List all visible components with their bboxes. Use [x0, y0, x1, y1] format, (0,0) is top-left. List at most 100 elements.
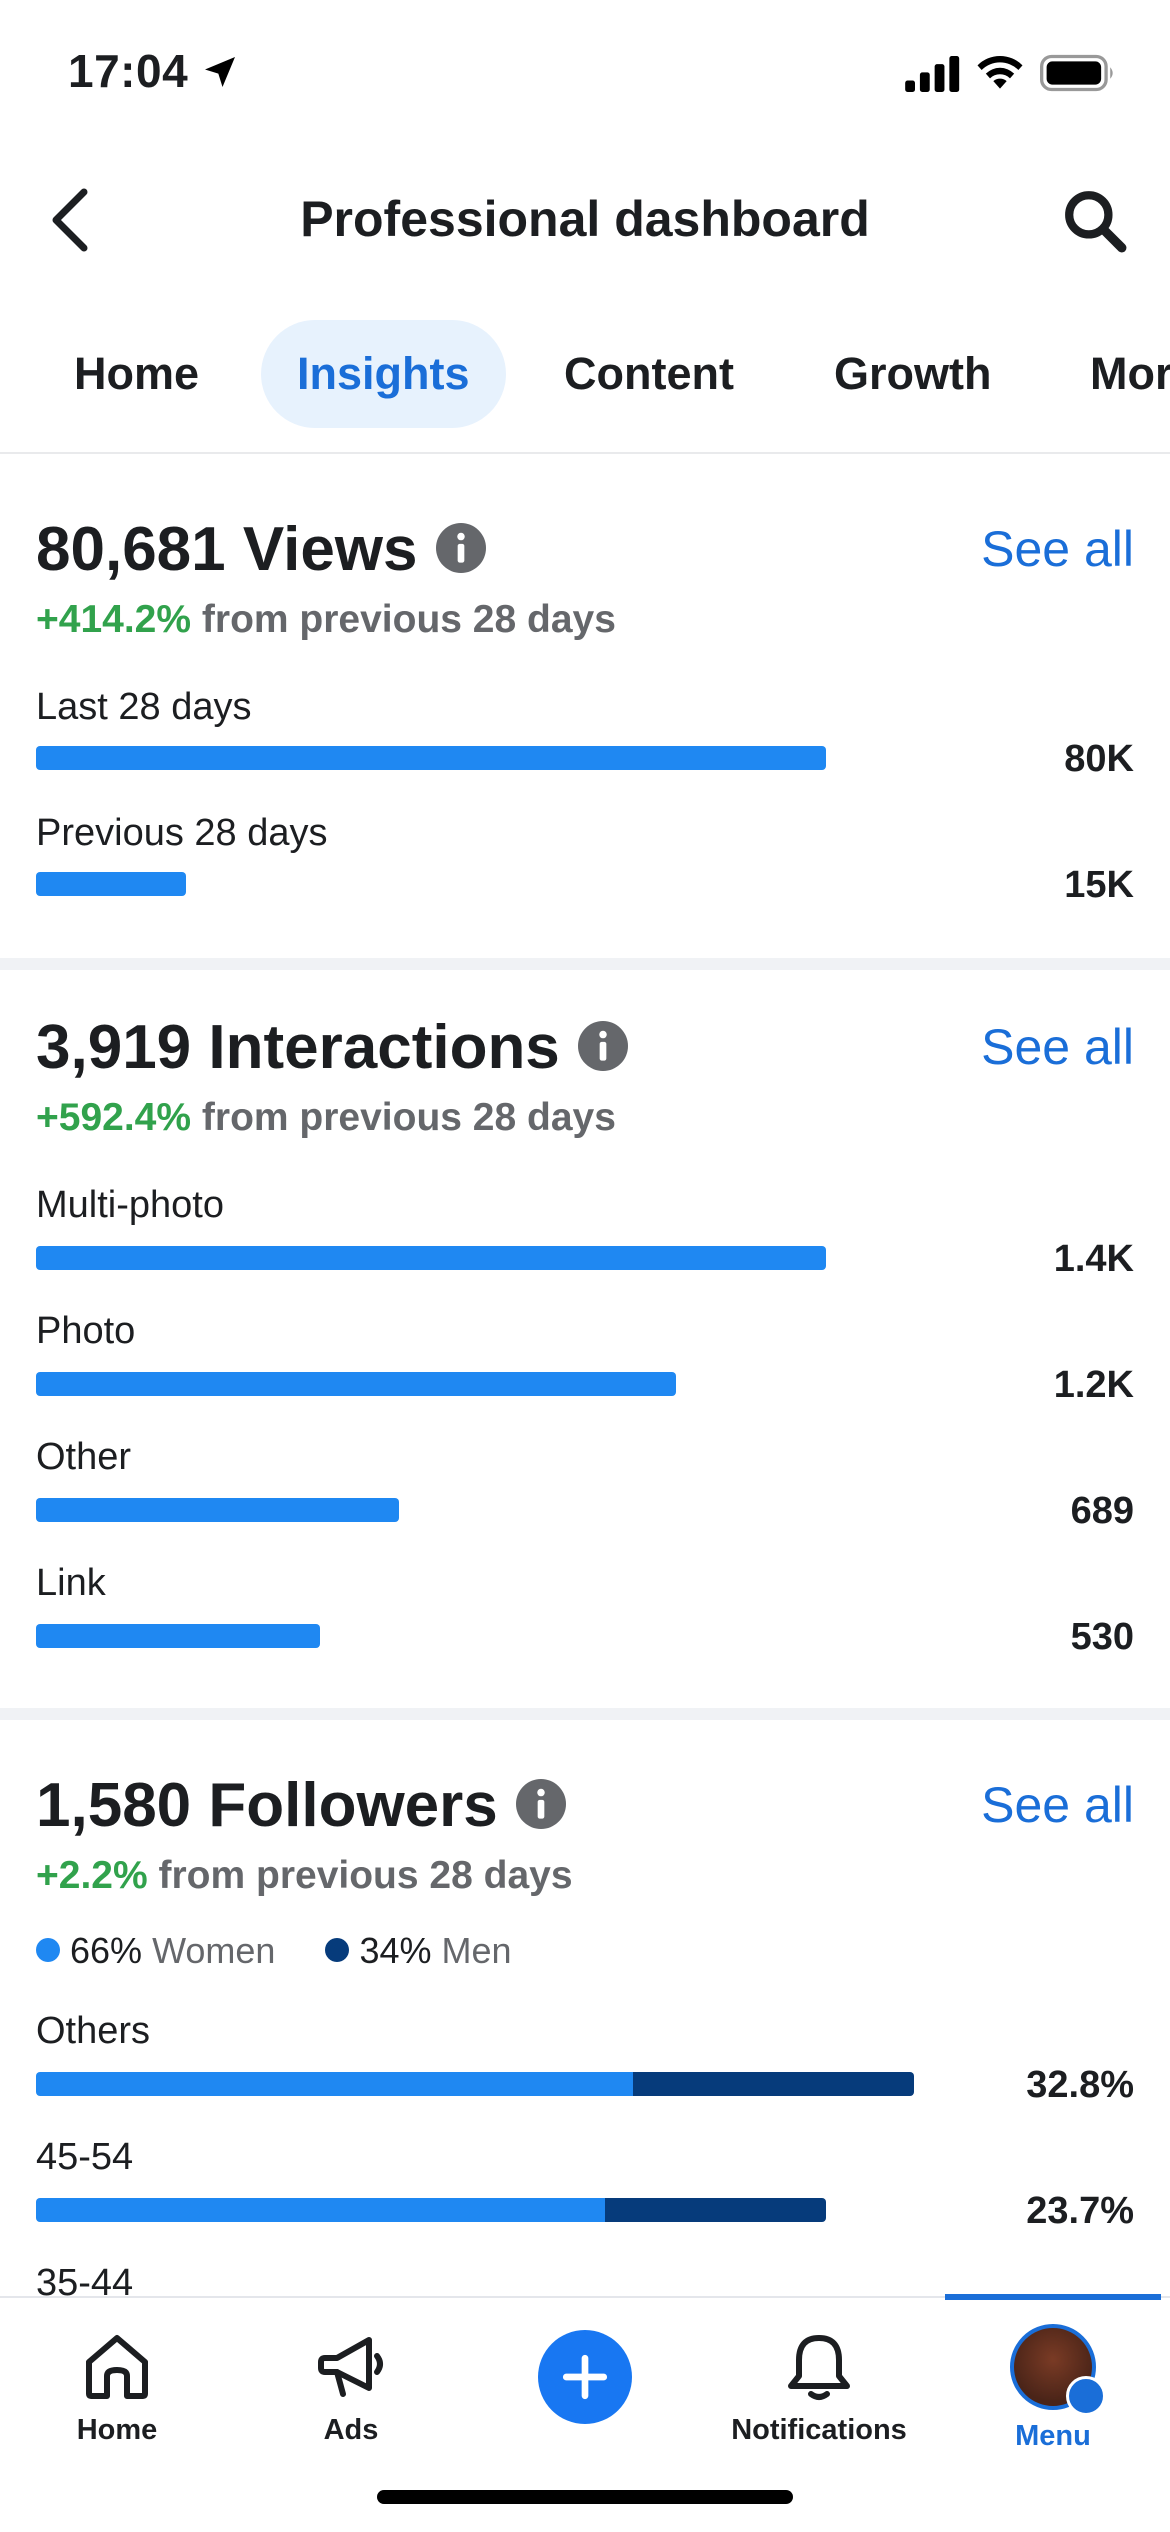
bar-value: 15K	[1064, 864, 1134, 906]
menu-badge-icon	[1066, 2376, 1106, 2416]
tab-content[interactable]: Content	[564, 348, 734, 399]
active-tab-indicator	[945, 2294, 1161, 2300]
tab-more[interactable]: Mor	[1090, 348, 1170, 399]
bar-value: 689	[1070, 1490, 1134, 1532]
nav-label: Notifications	[731, 2414, 907, 2446]
bar-label: Link	[36, 1562, 106, 1604]
wifi-icon	[977, 55, 1023, 89]
page-title: Professional dashboard	[300, 191, 870, 247]
followers-see-all-link[interactable]: See all	[981, 1777, 1134, 1833]
info-icon[interactable]	[577, 1020, 628, 1071]
interactions-see-all-link[interactable]: See all	[981, 1019, 1134, 1075]
section-gap	[0, 958, 1170, 970]
bar-track	[36, 872, 826, 896]
bar-fill	[36, 1372, 676, 1396]
bar-track	[36, 2072, 914, 2096]
bar-value: 32.8%	[1026, 2064, 1134, 2106]
avatar	[1010, 2324, 1106, 2416]
create-post-button[interactable]	[538, 2330, 632, 2424]
bar-track	[36, 746, 826, 770]
bell-icon	[788, 2335, 850, 2400]
bar-fill	[36, 746, 826, 770]
views-change-pct: +414.2%	[36, 598, 192, 641]
followers-change: +2.2% from previous 28 days	[36, 1854, 573, 1898]
bar-track	[36, 1498, 826, 1522]
tab-home[interactable]: Home	[74, 348, 200, 399]
nav-label: Ads	[323, 2414, 379, 2446]
legend-pct: 34%	[359, 1930, 432, 1971]
interactions-title: 3,919 Interactions	[36, 1012, 628, 1083]
followers-section: 1,580 Followers See all +2.2% from previ…	[0, 1720, 1170, 2296]
bar-track	[36, 1372, 826, 1396]
views-change-text: from previous 28 days	[201, 598, 616, 641]
interactions-change: +592.4% from previous 28 days	[36, 1096, 616, 1140]
nav-notifications[interactable]: Notifications	[702, 2328, 936, 2447]
bar-label: Previous 28 days	[36, 812, 328, 854]
header: Professional dashboard	[0, 160, 1170, 280]
bar-value: 1.2K	[1053, 1364, 1134, 1406]
battery-icon	[1040, 54, 1113, 92]
info-icon[interactable]	[515, 1778, 566, 1829]
info-icon[interactable]	[435, 522, 486, 573]
bar-fill	[36, 1624, 320, 1648]
bar-label: Others	[36, 2010, 151, 2052]
divider	[0, 452, 1170, 454]
nav-label: Menu	[1015, 2420, 1091, 2452]
status-bar: 17:04	[0, 0, 1170, 150]
tab-bar: Home Insights Content Growth Mor	[0, 320, 1170, 430]
followers-change-pct: +2.2%	[36, 1854, 148, 1897]
tab-insights[interactable]: Insights	[261, 320, 506, 428]
nav-home[interactable]: Home	[0, 2328, 234, 2447]
bar-label: 35-44	[36, 2262, 134, 2296]
interactions-title-text: 3,919 Interactions	[36, 1013, 560, 1082]
bar-label: 45-54	[36, 2136, 134, 2178]
gender-legend: 66% Women 34% Men	[36, 1930, 552, 1972]
tab-growth[interactable]: Growth	[834, 348, 992, 399]
bar-value: 23.7%	[1026, 2190, 1134, 2232]
bar-value: 530	[1070, 1616, 1134, 1658]
interactions-section: 3,919 Interactions See all +592.4% from …	[0, 970, 1170, 1708]
legend-label: Men	[441, 1930, 512, 1971]
bar-fill	[36, 1498, 399, 1522]
section-gap	[0, 1708, 1170, 1720]
bar-fill-men	[633, 2072, 914, 2096]
bar-label: Photo	[36, 1310, 136, 1352]
megaphone-icon	[318, 2337, 383, 2397]
bar-label: Other	[36, 1436, 132, 1478]
bar-track	[36, 2198, 914, 2222]
legend-label: Women	[152, 1930, 276, 1971]
views-change: +414.2% from previous 28 days	[36, 598, 616, 642]
home-icon	[86, 2335, 148, 2399]
bar-fill-women	[36, 2072, 633, 2096]
followers-change-text: from previous 28 days	[158, 1854, 573, 1897]
bar-fill-men	[605, 2198, 826, 2222]
views-title-text: 80,681 Views	[36, 515, 418, 584]
legend-pct: 66%	[70, 1930, 143, 1971]
views-section: 80,681 Views See all +414.2% from previo…	[0, 454, 1170, 958]
bar-label: Last 28 days	[36, 686, 252, 728]
legend-dot-women	[36, 1938, 60, 1963]
views-see-all-link[interactable]: See all	[981, 521, 1134, 577]
home-indicator	[377, 2490, 793, 2504]
bar-track	[36, 1246, 826, 1270]
location-arrow-icon	[205, 57, 235, 87]
nav-ads[interactable]: Ads	[234, 2328, 468, 2447]
followers-title: 1,580 Followers	[36, 1770, 566, 1841]
followers-title-text: 1,580 Followers	[36, 1771, 498, 1840]
status-time: 17:04	[68, 45, 189, 97]
bar-fill	[36, 1246, 826, 1270]
search-icon[interactable]	[1062, 188, 1128, 254]
bar-track	[36, 1624, 826, 1648]
back-chevron-icon[interactable]	[48, 188, 92, 252]
plus-icon	[562, 2354, 608, 2400]
legend-dot-men	[325, 1938, 350, 1963]
cellular-signal-icon	[905, 56, 960, 92]
bar-value: 80K	[1064, 738, 1134, 780]
nav-menu[interactable]: Menu	[936, 2324, 1170, 2453]
views-title: 80,681 Views	[36, 514, 486, 585]
interactions-change-pct: +592.4%	[36, 1096, 192, 1139]
bar-fill	[36, 872, 186, 896]
interactions-change-text: from previous 28 days	[201, 1096, 616, 1139]
bar-fill-women	[36, 2198, 605, 2222]
bar-label: Multi-photo	[36, 1184, 224, 1226]
